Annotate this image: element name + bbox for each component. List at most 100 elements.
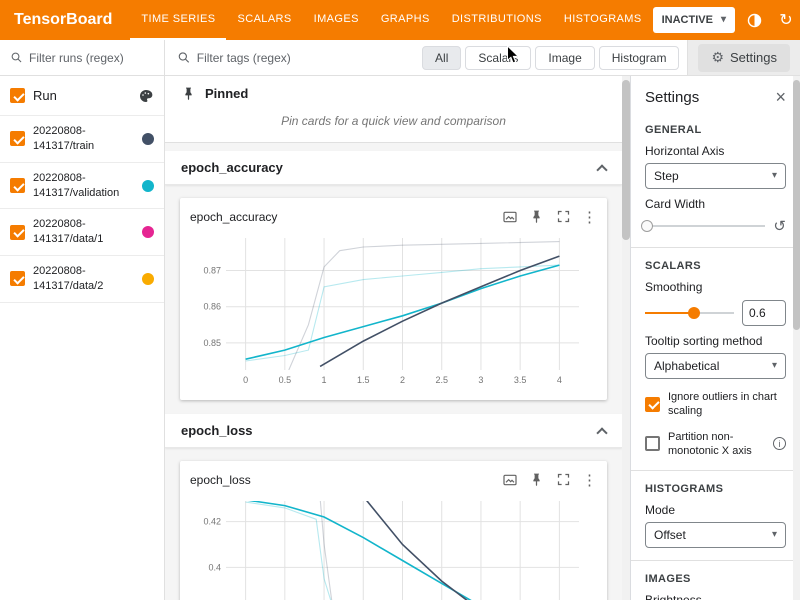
- card-area: epoch_accuracy ⋮ 00.511.522.533.540.850.…: [165, 185, 622, 414]
- run-filter: [0, 40, 164, 76]
- run-filter-input[interactable]: [29, 51, 154, 65]
- histogram-mode-select[interactable]: Offset ▾: [645, 522, 786, 548]
- run-row-validation[interactable]: 20220808-141317/validation: [0, 163, 164, 210]
- smoothing-slider[interactable]: [645, 306, 734, 320]
- tag-toolbar: All Scalars Image Histogram ⚙ Settings: [165, 40, 800, 76]
- panel-scrollbar[interactable]: [793, 76, 800, 600]
- chevron-up-icon[interactable]: [596, 164, 607, 175]
- chip-histogram[interactable]: Histogram: [599, 46, 680, 70]
- epoch-loss-line-chart[interactable]: 00.511.522.533.540.360.380.40.42: [190, 493, 593, 600]
- epoch-accuracy-line-chart[interactable]: 00.511.522.533.540.850.860.87: [190, 230, 593, 388]
- info-icon[interactable]: i: [773, 437, 786, 450]
- ignore-outliers-checkbox[interactable]: [645, 397, 660, 412]
- fullscreen-icon[interactable]: [555, 208, 572, 225]
- partition-x-axis-checkbox[interactable]: [645, 436, 660, 451]
- section-header-epoch-loss[interactable]: epoch_loss: [165, 414, 622, 448]
- run-list-header-label: Run: [33, 87, 130, 105]
- tab-images[interactable]: IMAGES: [303, 0, 370, 40]
- close-icon[interactable]: ×: [775, 88, 786, 106]
- tab-distributions[interactable]: DISTRIBUTIONS: [441, 0, 553, 40]
- tooltip-sorting-select[interactable]: Alphabetical ▾: [645, 353, 786, 379]
- svg-text:2: 2: [400, 375, 405, 385]
- tag-section-epoch-loss: epoch_loss epoch_loss ⋮ 00.511.522.533.5…: [165, 414, 622, 600]
- chip-all[interactable]: All: [422, 46, 461, 70]
- chevron-up-icon[interactable]: [596, 427, 607, 438]
- pin-icon: [181, 86, 196, 101]
- run-row-train[interactable]: 20220808-141317/train: [0, 116, 164, 163]
- app-logo: TensorBoard: [0, 11, 130, 29]
- pin-icon[interactable]: [528, 208, 545, 225]
- scalars-heading: SCALARS: [645, 260, 786, 272]
- run-row-data-1[interactable]: 20220808-141317/data/1: [0, 209, 164, 256]
- mouse-cursor: [506, 45, 521, 65]
- svg-text:3: 3: [478, 375, 483, 385]
- svg-text:0.4: 0.4: [208, 562, 221, 572]
- contrast-toggle-icon[interactable]: [744, 9, 766, 31]
- tooltip-sorting-label: Tooltip sorting method: [645, 334, 786, 348]
- chip-scalars[interactable]: Scalars: [465, 46, 531, 70]
- settings-panel-title: Settings: [645, 89, 699, 106]
- scrollbar-thumb[interactable]: [793, 80, 800, 330]
- chevron-down-icon: ▾: [772, 361, 777, 371]
- images-heading: IMAGES: [645, 573, 786, 585]
- more-options-icon[interactable]: ⋮: [582, 208, 597, 226]
- histogram-mode-label: Mode: [645, 503, 786, 517]
- pin-icon[interactable]: [528, 471, 545, 488]
- pinned-title: Pinned: [205, 86, 248, 101]
- settings-panel-body: GENERAL Horizontal Axis Step ▾ Card Widt…: [631, 124, 800, 600]
- svg-text:3.5: 3.5: [514, 375, 527, 385]
- run-row-data-2[interactable]: 20220808-141317/data/2: [0, 256, 164, 303]
- tab-graphs[interactable]: GRAPHS: [370, 0, 441, 40]
- run-checkbox[interactable]: [10, 225, 25, 240]
- settings-panel-header: Settings ×: [631, 76, 800, 114]
- run-color-dot: [142, 180, 154, 192]
- fullscreen-icon[interactable]: [555, 471, 572, 488]
- partition-x-axis-label: Partition non-monotonic X axis: [668, 430, 765, 459]
- general-heading: GENERAL: [645, 124, 786, 136]
- tag-section-epoch-accuracy: epoch_accuracy epoch_accuracy ⋮ 00.511.5…: [165, 151, 622, 414]
- chip-image[interactable]: Image: [535, 46, 594, 70]
- svg-text:0.85: 0.85: [203, 338, 221, 348]
- scrollbar-thumb[interactable]: [622, 80, 630, 240]
- status-dropdown[interactable]: INACTIVE ▾: [653, 7, 735, 33]
- card-actions: ⋮: [501, 471, 597, 489]
- nav-tabs: TIME SERIES SCALARS IMAGES GRAPHS DISTRI…: [130, 0, 652, 40]
- tab-time-series[interactable]: TIME SERIES: [130, 0, 226, 40]
- image-overlay-icon[interactable]: [501, 471, 518, 488]
- run-color-dot: [142, 273, 154, 285]
- svg-text:4: 4: [557, 375, 562, 385]
- image-overlay-icon[interactable]: [501, 208, 518, 225]
- section-header-epoch-accuracy[interactable]: epoch_accuracy: [165, 151, 622, 185]
- section-title: epoch_loss: [181, 423, 253, 438]
- scalar-card-epoch-loss: epoch_loss ⋮ 00.511.522.533.540.360.380.…: [180, 461, 607, 600]
- tab-scalars[interactable]: SCALARS: [226, 0, 302, 40]
- settings-button[interactable]: ⚙ Settings: [698, 44, 790, 72]
- run-list-header: Run: [0, 76, 164, 116]
- main-scrollbar[interactable]: [622, 76, 630, 600]
- svg-text:0.86: 0.86: [203, 302, 221, 312]
- chevron-down-icon: ▾: [772, 171, 777, 181]
- smoothing-input[interactable]: [742, 300, 786, 326]
- search-icon: [177, 50, 191, 65]
- reset-icon[interactable]: ↺: [773, 217, 786, 235]
- card-width-slider[interactable]: [645, 219, 765, 233]
- more-options-icon[interactable]: ⋮: [582, 471, 597, 489]
- svg-text:1: 1: [322, 375, 327, 385]
- chevron-down-icon: ▾: [721, 15, 726, 25]
- tab-histograms[interactable]: HISTOGRAMS: [553, 0, 653, 40]
- run-name: 20220808-141317/data/1: [33, 217, 134, 247]
- select-all-runs-checkbox[interactable]: [10, 88, 25, 103]
- tag-filter-input[interactable]: [197, 51, 414, 65]
- card-header: epoch_accuracy ⋮: [190, 203, 597, 230]
- status-value: INACTIVE: [662, 14, 713, 26]
- svg-text:2.5: 2.5: [435, 375, 448, 385]
- section-title: epoch_accuracy: [181, 160, 283, 175]
- run-checkbox[interactable]: [10, 131, 25, 146]
- run-checkbox[interactable]: [10, 178, 25, 193]
- run-checkbox[interactable]: [10, 271, 25, 286]
- settings-button-label: Settings: [730, 50, 777, 65]
- palette-icon[interactable]: [138, 88, 154, 104]
- horizontal-axis-select[interactable]: Step ▾: [645, 163, 786, 189]
- refresh-icon[interactable]: ↻: [775, 9, 797, 31]
- settings-panel: Settings × GENERAL Horizontal Axis Step …: [630, 76, 800, 600]
